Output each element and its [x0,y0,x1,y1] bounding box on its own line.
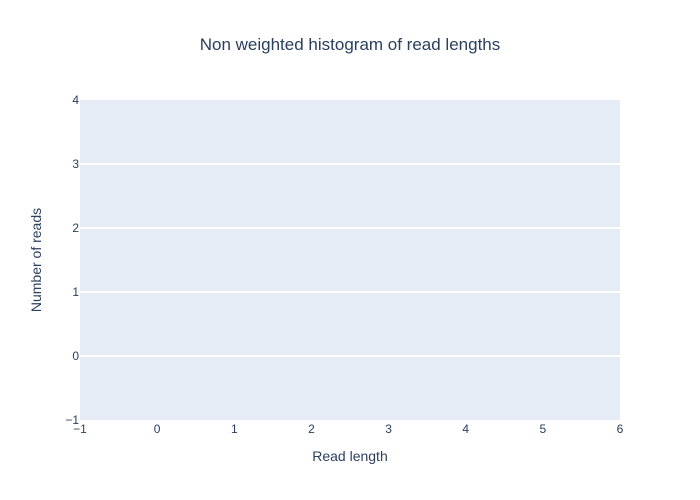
x-axis-ticks: −1 0 1 2 3 4 5 6 [73,422,624,436]
x-tick-label: 2 [308,422,315,436]
x-tick-label: 5 [540,422,547,436]
y-tick-label: 4 [72,93,79,107]
x-axis-title: Read length [312,448,388,464]
plot-area [80,100,620,420]
gridlines [80,163,620,357]
x-tick-label: 4 [462,422,469,436]
chart-title: Non weighted histogram of read lengths [200,35,501,54]
y-tick-label: −1 [65,413,79,427]
x-tick-label: −1 [73,422,87,436]
y-axis-title: Number of reads [28,208,44,312]
x-tick-label: 3 [385,422,392,436]
y-tick-label: 0 [72,349,79,363]
x-tick-label: 1 [231,422,238,436]
x-tick-label: 6 [617,422,624,436]
y-axis-ticks: −1 0 1 2 3 4 [65,93,79,427]
y-tick-label: 1 [72,285,79,299]
x-tick-label: 0 [154,422,161,436]
y-tick-label: 3 [72,157,79,171]
y-tick-label: 2 [72,221,79,235]
